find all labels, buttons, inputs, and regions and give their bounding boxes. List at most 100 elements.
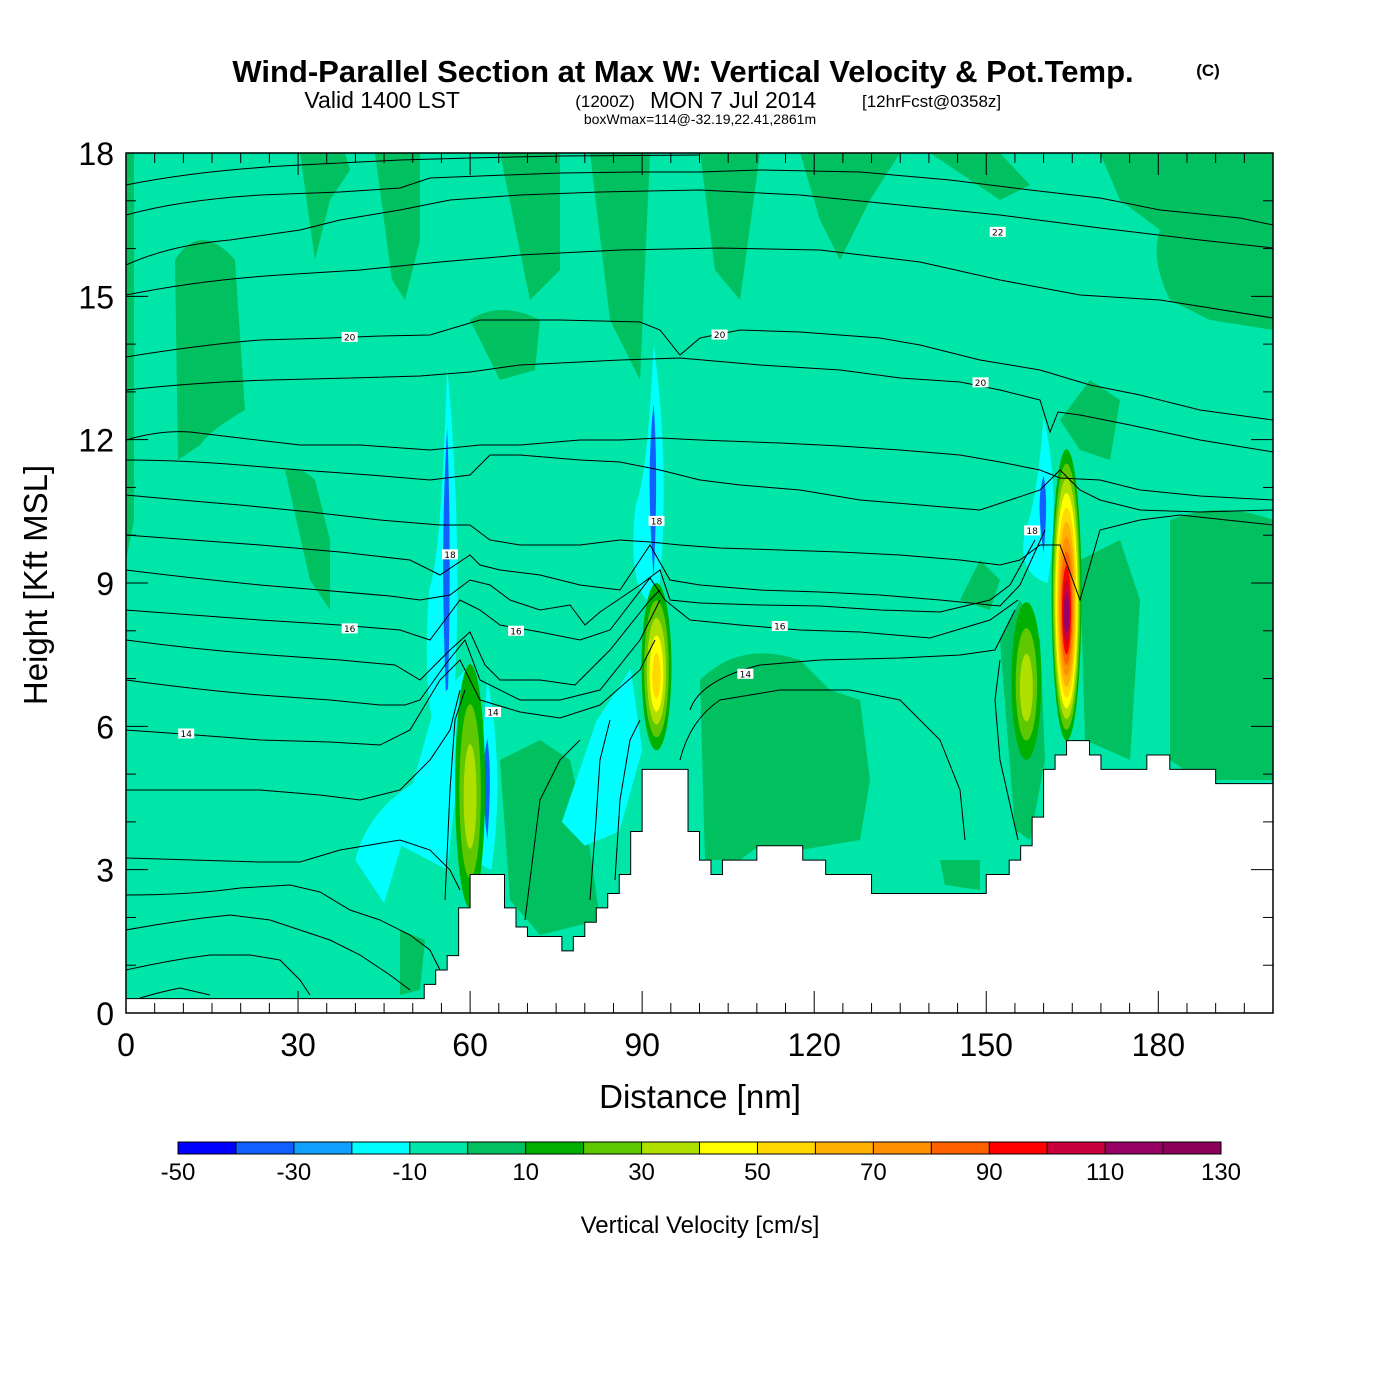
- colorbar-swatch: [699, 1142, 758, 1154]
- contour-labels: 14 14 14 16 16 16 18 18 18 20 20 20 22: [178, 226, 1041, 740]
- weak-updraft-bands: [126, 153, 1273, 995]
- updraft-band: [375, 153, 420, 300]
- updraft-band: [940, 860, 980, 890]
- contour-label-box: [737, 668, 754, 679]
- valid-date: MON 7 Jul 2014: [650, 87, 816, 113]
- updraft-band: [930, 153, 1030, 200]
- theta-contour: [679, 689, 966, 841]
- colorbar-swatch: [409, 1142, 468, 1154]
- downdraft-region: [561, 669, 643, 846]
- x-tick-label: 90: [624, 1027, 660, 1063]
- contour-label: 20: [714, 331, 726, 341]
- theta-contour: [139, 987, 211, 999]
- contour-label: 20: [344, 333, 356, 343]
- colorbar-tick-label: -50: [161, 1159, 196, 1186]
- contour-label: 18: [1026, 527, 1038, 537]
- colorbar-tick-label: 110: [1086, 1159, 1124, 1186]
- theta-contour: [444, 689, 466, 901]
- contour-label-box: [648, 515, 665, 526]
- contour-label: 14: [180, 730, 192, 740]
- x-tick-label: 0: [117, 1027, 135, 1063]
- contour-label-box: [972, 377, 989, 388]
- updraft-band: [1100, 153, 1273, 330]
- valid-zulu: (1200Z): [575, 92, 635, 111]
- colorbar-swatch: [1047, 1142, 1106, 1154]
- updraft-band: [960, 560, 1000, 610]
- downdraft-core: [443, 428, 450, 721]
- theta-contour: [126, 154, 701, 186]
- updraft-band: [1080, 540, 1140, 760]
- updraft-contour: [463, 744, 477, 849]
- theta-contour: [126, 189, 1273, 266]
- colorbar-swatch: [873, 1142, 932, 1154]
- theta-contour: [126, 589, 661, 686]
- theta-contour: [126, 539, 1036, 626]
- contour-label: 22: [992, 228, 1003, 238]
- colorbar-swatch: [931, 1142, 990, 1154]
- chart-title: Wind-Parallel Section at Max W: Vertical…: [232, 54, 1133, 89]
- y-axis-label: Height [Kft MSL]: [17, 465, 54, 705]
- theta-contour: [126, 839, 461, 891]
- colorbar-tick-label: 50: [744, 1159, 771, 1186]
- axis-ticks: [125, 152, 1274, 1014]
- y-tick-label: 9: [96, 566, 114, 602]
- valid-time: Valid 1400 LST: [304, 87, 460, 113]
- theta-contour: [614, 719, 641, 881]
- updraft-band: [700, 153, 760, 300]
- updraft-contour: [652, 652, 661, 699]
- downdraft-core: [649, 404, 657, 577]
- terrain-mask: [126, 740, 1273, 1013]
- theta-contour: [126, 169, 1273, 226]
- contour-label: 14: [487, 709, 499, 719]
- colorbar-swatch: [178, 1142, 236, 1154]
- colorbar-tick-label: 30: [628, 1159, 655, 1186]
- colorbar-swatch: [235, 1142, 294, 1154]
- colorbar-swatch: [641, 1142, 700, 1154]
- contour-label-box: [1024, 525, 1041, 536]
- updraft-band: [800, 153, 900, 260]
- contour-label-box: [485, 707, 502, 717]
- x-tick-label: 120: [788, 1027, 841, 1063]
- colorbar-tick-label: 130: [1201, 1159, 1241, 1186]
- theta-contour: [126, 431, 1273, 501]
- colorbar-swatch: [293, 1142, 352, 1154]
- updraft-band: [300, 153, 350, 260]
- colorbar-tick-label: -30: [277, 1159, 312, 1186]
- colorbar-swatch: [351, 1142, 410, 1154]
- theta-contour: [126, 247, 1273, 319]
- theta-contour: [126, 954, 311, 996]
- theta-contour: [126, 914, 411, 991]
- contour-label-box: [341, 623, 358, 634]
- updraft-contour: [1063, 594, 1070, 633]
- axis-tick-labels: 0 30 60 90 120 150 180 0 3 6 9 12 15 18: [78, 136, 1185, 1063]
- colorbar-tick-label: 10: [512, 1159, 539, 1186]
- colorbar-swatch: [1163, 1142, 1221, 1154]
- contour-label: 20: [975, 379, 987, 389]
- theta-contour: [689, 609, 1016, 711]
- colorbar-tick-labels: -50 -30 -10 10 30 50 70 90 110 130: [161, 1159, 1241, 1186]
- colorbar-swatch: [1105, 1142, 1164, 1154]
- theta-contour: [126, 639, 656, 746]
- contour-label: 14: [740, 670, 752, 680]
- theta-contour: [126, 357, 1273, 453]
- plot-area: [126, 153, 1273, 1013]
- colorbar: [177, 1141, 1222, 1155]
- y-tick-label: 3: [96, 853, 114, 889]
- downdraft-region: [355, 664, 471, 904]
- contour-label-box: [989, 226, 1006, 237]
- updraft-band: [500, 153, 560, 300]
- colorbar-swatch: [815, 1142, 874, 1154]
- updraft-band: [1170, 510, 1273, 780]
- y-tick-label: 15: [78, 279, 114, 315]
- contour-label-box: [178, 728, 195, 739]
- updraft-band: [700, 653, 870, 860]
- theta-contour: [126, 529, 1046, 607]
- colorbar-tick-label: 90: [976, 1159, 1003, 1186]
- contour-label-box: [341, 331, 358, 342]
- contour-label-box: [771, 621, 788, 631]
- forecast-info: [12hrFcst@0358z]: [862, 92, 1001, 111]
- theta-contour: [589, 719, 611, 901]
- x-axis-label: Distance [nm]: [599, 1078, 801, 1115]
- contour-label-box: [507, 625, 524, 636]
